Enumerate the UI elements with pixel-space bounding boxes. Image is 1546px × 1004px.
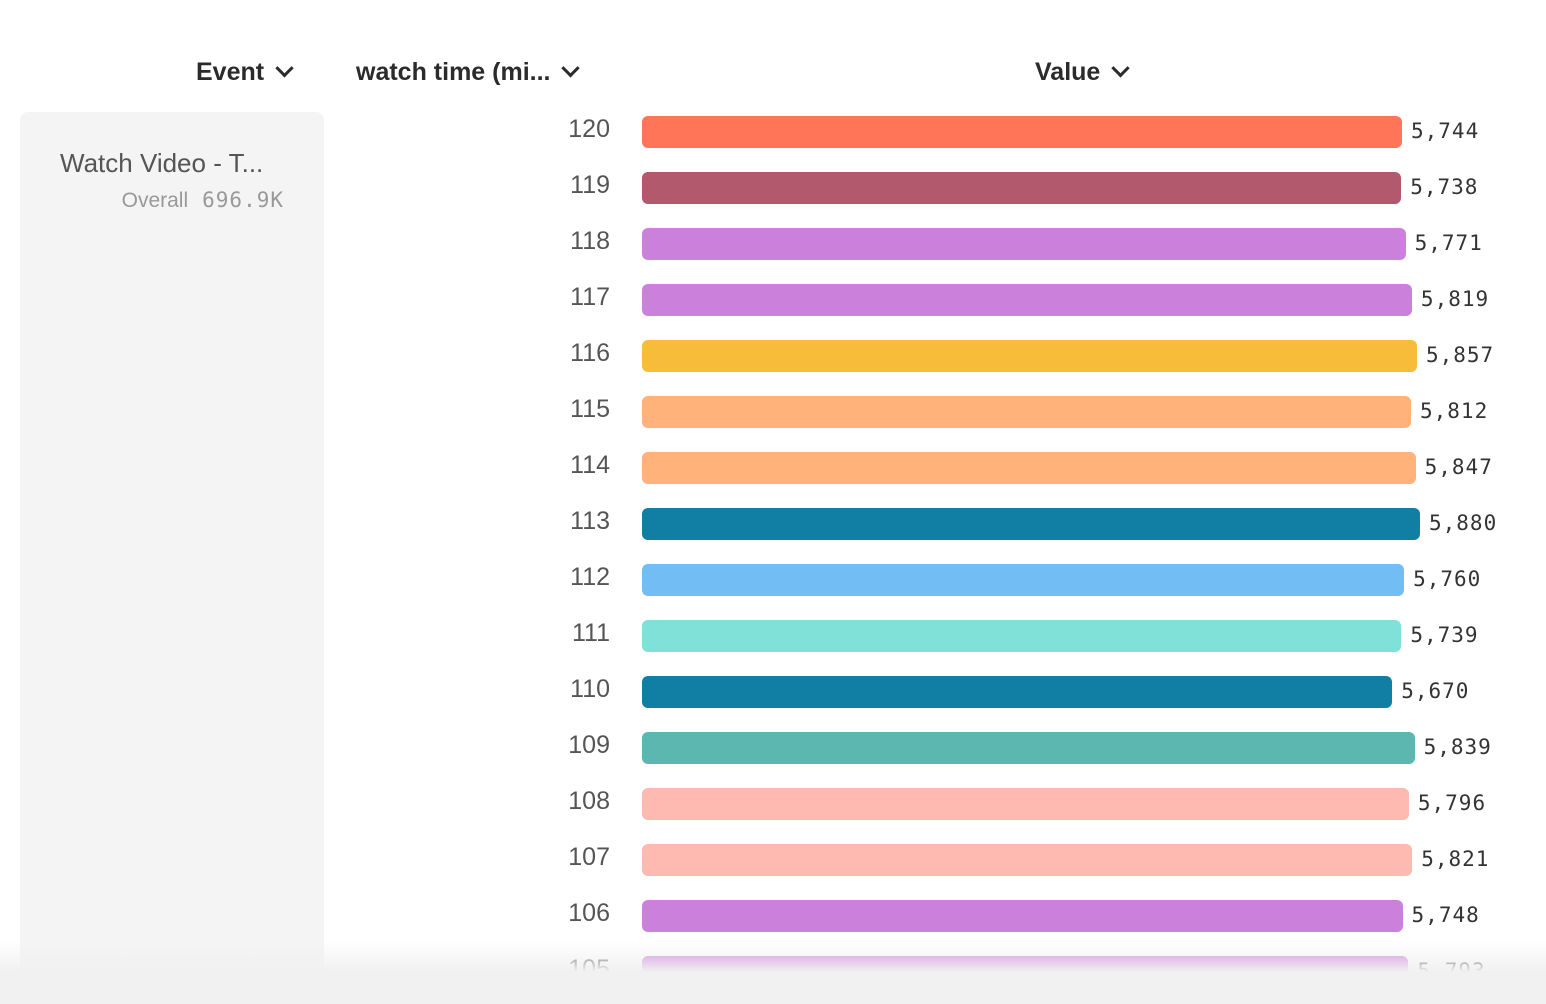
value-label: 5,670	[1401, 679, 1470, 703]
overall-value: 696.9K	[202, 188, 284, 212]
bar-114[interactable]	[642, 452, 1416, 484]
overall-label: Overall	[121, 189, 189, 212]
value-label: 5,738	[1410, 175, 1479, 199]
value-label: 5,748	[1411, 903, 1480, 927]
bar-115[interactable]	[642, 396, 1411, 428]
bar-109[interactable]	[642, 732, 1415, 764]
category-label: 119	[570, 171, 610, 199]
category-label: 116	[570, 339, 610, 367]
category-label: 114	[570, 451, 610, 479]
event-name: Watch Video - T...	[60, 148, 264, 178]
bar-117[interactable]	[642, 284, 1412, 316]
bar-110[interactable]	[642, 676, 1393, 708]
category-label: 117	[570, 283, 610, 311]
category-label: 111	[571, 619, 610, 647]
value-column-header[interactable]: Value	[1035, 58, 1131, 87]
bar-111[interactable]	[642, 620, 1402, 652]
value-label: 5,857	[1425, 343, 1495, 367]
property-header-label: watch time (mi...	[356, 58, 551, 86]
value-label: 5,760	[1413, 567, 1482, 591]
value-label: 5,739	[1410, 623, 1479, 647]
value-label: 5,839	[1423, 735, 1492, 759]
bar-113[interactable]	[642, 508, 1420, 540]
event-panel[interactable]: Watch Video - T... Overall 696.9K	[20, 112, 324, 992]
category-label: 120	[568, 115, 610, 143]
event-overall: Overall 696.9K	[122, 188, 284, 213]
bar-108[interactable]	[642, 788, 1409, 820]
category-label: 108	[568, 787, 610, 815]
event-column-header[interactable]: Event	[196, 58, 294, 87]
category-label: 106	[568, 899, 610, 927]
bar-107[interactable]	[642, 844, 1413, 876]
bar-116[interactable]	[642, 340, 1417, 372]
value-label: 5,771	[1414, 231, 1483, 255]
category-label: 110	[570, 675, 610, 703]
value-label: 5,847	[1424, 455, 1493, 479]
category-label: 113	[570, 507, 610, 535]
category-label: 115	[570, 395, 610, 423]
category-label: 107	[568, 843, 610, 871]
category-label: 109	[568, 731, 610, 759]
value-label: 5,744	[1411, 119, 1480, 143]
event-header-label: Event	[196, 58, 265, 86]
category-label: 112	[570, 563, 610, 591]
property-column-header[interactable]: watch time (mi...	[356, 58, 581, 87]
value-label: 5,880	[1429, 511, 1498, 535]
bar-120[interactable]	[642, 116, 1402, 148]
bar-119[interactable]	[642, 172, 1402, 204]
category-label: 118	[570, 227, 610, 255]
value-label: 5,821	[1421, 847, 1490, 871]
bar-118[interactable]	[642, 228, 1406, 260]
value-label: 5,796	[1417, 791, 1487, 815]
bar-106[interactable]	[642, 900, 1403, 932]
bottom-fade	[0, 940, 1546, 1004]
value-header-label: Value	[1035, 58, 1101, 86]
bar-112[interactable]	[642, 564, 1405, 596]
value-label: 5,812	[1420, 399, 1489, 423]
value-label: 5,819	[1420, 287, 1490, 311]
